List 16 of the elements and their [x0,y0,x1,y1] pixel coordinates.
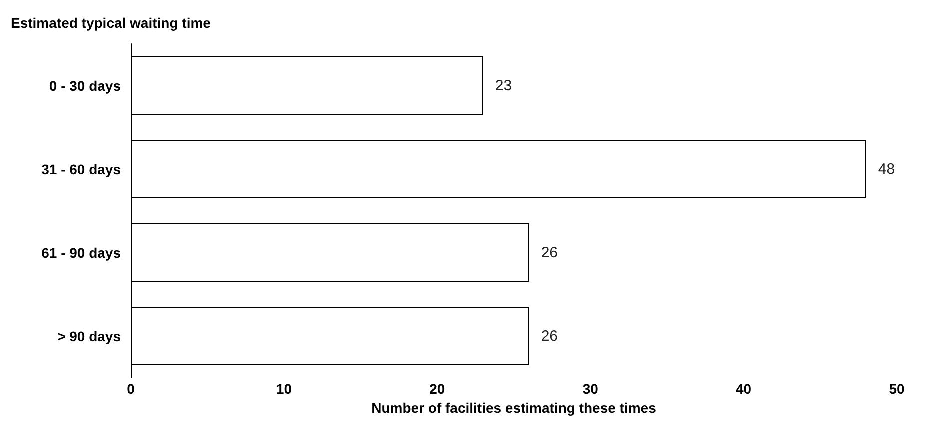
data-label: 26 [541,328,558,345]
y-axis-title: Estimated typical waiting time [11,15,212,31]
x-tick-label: 0 [127,381,136,397]
y-tick-label: 0 - 30 days [49,78,122,94]
x-tick-label: 10 [276,381,292,397]
data-label: 23 [495,77,512,94]
y-tick-label: 61 - 90 days [42,244,122,261]
y-tick-label: 31 - 60 days [42,161,122,178]
y-tick-label: > 90 days [58,328,122,344]
x-axis-title: Number of facilities estimating these times [372,400,657,416]
x-tick-label: 40 [736,381,752,397]
x-tick-label: 30 [582,381,599,397]
x-tick-label: 50 [889,381,905,397]
data-label: 26 [541,244,558,262]
data-label: 48 [878,160,896,178]
x-tick-label: 20 [430,381,446,397]
